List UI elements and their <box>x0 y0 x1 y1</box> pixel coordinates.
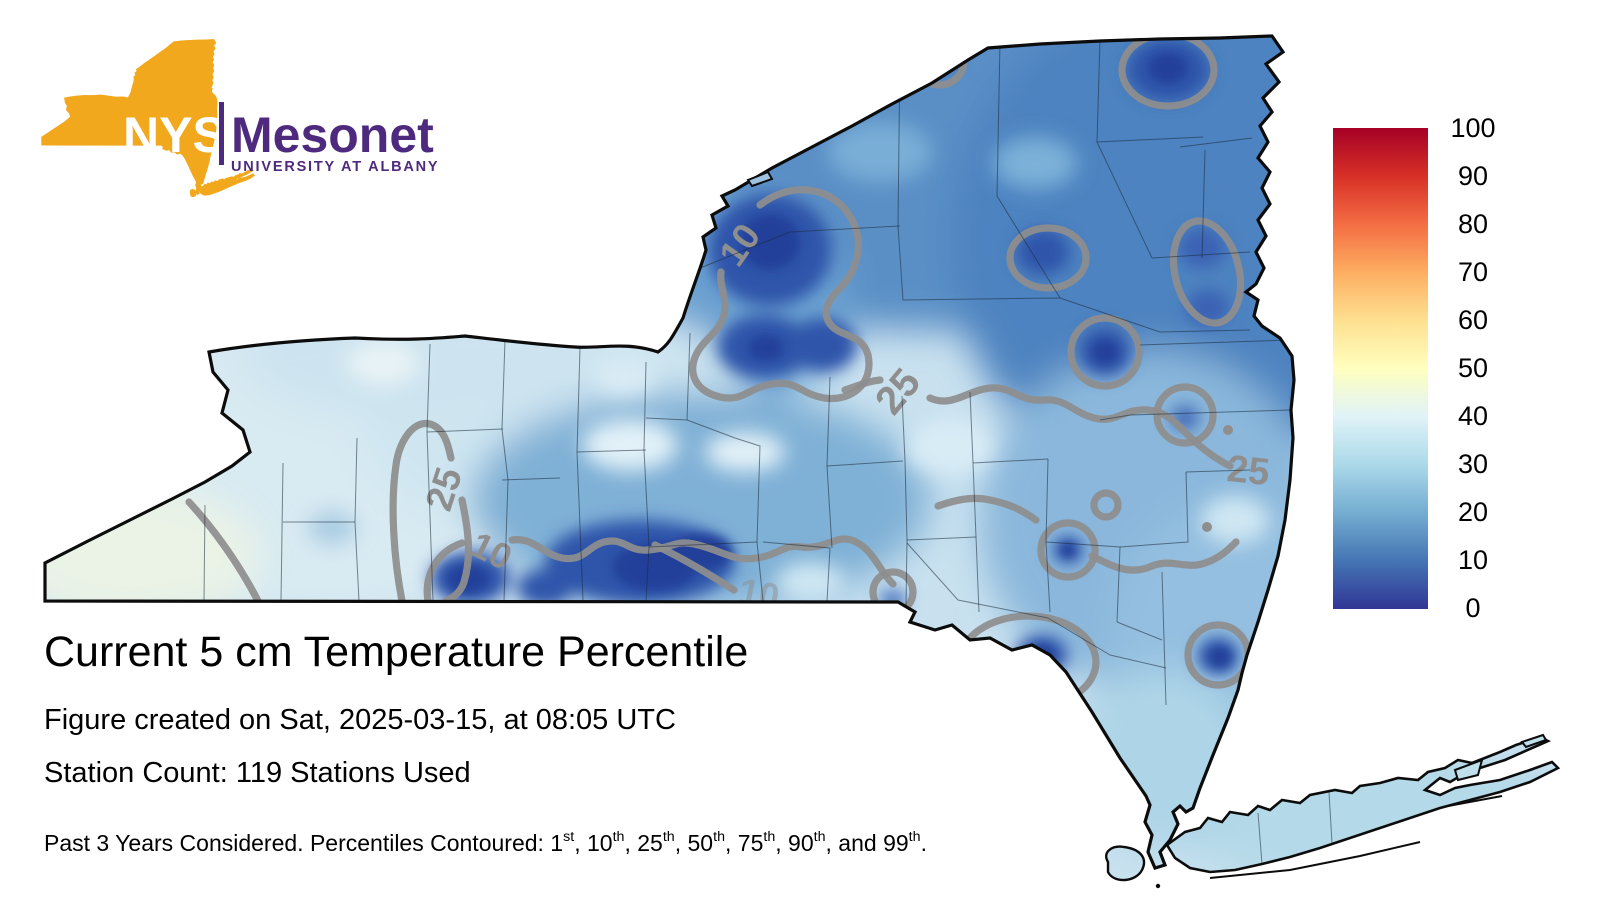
station-count: Station Count: 119 Stations Used <box>44 757 471 789</box>
colorbar-tick-label: 90 <box>1457 161 1489 191</box>
colorbar-tick-label: 10 <box>1457 545 1489 575</box>
footnote: Past 3 Years Considered. Percentiles Con… <box>44 828 927 856</box>
colorbar-tick-label: 0 <box>1465 593 1481 623</box>
colorbar-tick-label: 40 <box>1457 401 1489 431</box>
colorbar-tick-label: 70 <box>1457 257 1489 287</box>
colorbar-tick-label: 30 <box>1457 449 1489 479</box>
colorbar-tick-label: 80 <box>1457 209 1489 239</box>
logo-nys-text: NYS <box>123 107 226 163</box>
contour-label: 10 <box>736 570 783 617</box>
colorbar-tick-label: 60 <box>1457 305 1489 335</box>
logo-university-text: UNIVERSITY AT ALBANY <box>231 159 439 175</box>
barrier-island <box>1447 795 1503 807</box>
colorbar-tick-label: 100 <box>1450 113 1496 143</box>
colorbar <box>1333 128 1428 609</box>
figure-title: Current 5 cm Temperature Percentile <box>44 628 749 676</box>
state-border <box>43 34 1560 889</box>
county-boundaries <box>203 39 1333 865</box>
created-timestamp: Figure created on Sat, 2025-03-15, at 08… <box>44 704 676 736</box>
colorbar-tick-label: 50 <box>1457 353 1489 383</box>
logo-mesonet-text: Mesonet <box>231 107 434 163</box>
colorbar-tick-label: 20 <box>1457 497 1489 527</box>
barrier-island <box>1209 841 1421 879</box>
logo-divider <box>219 102 224 165</box>
contour-label: 25 <box>1225 448 1271 494</box>
nys-mesonet-logo: NYS Mesonet UNIVERSITY AT ALBANY <box>41 39 439 198</box>
